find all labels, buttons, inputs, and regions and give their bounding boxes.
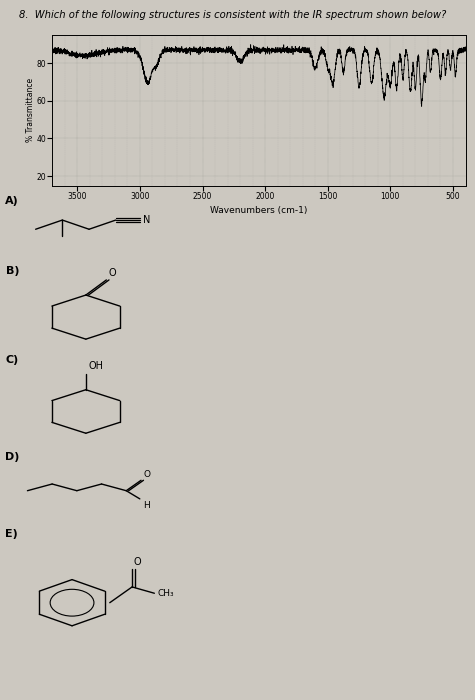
- Text: O: O: [109, 268, 116, 278]
- Text: E): E): [5, 529, 18, 539]
- X-axis label: Wavenumbers (cm-1): Wavenumbers (cm-1): [210, 206, 308, 216]
- Text: CH₃: CH₃: [158, 589, 174, 598]
- Text: O: O: [144, 470, 151, 480]
- Text: O: O: [134, 556, 142, 566]
- Text: C): C): [6, 354, 19, 365]
- Text: D): D): [5, 452, 19, 463]
- Y-axis label: % Transmittance: % Transmittance: [26, 78, 35, 142]
- Text: OH: OH: [89, 361, 104, 371]
- Text: B): B): [6, 265, 19, 276]
- Text: N: N: [142, 215, 150, 225]
- Text: 8.  Which of the following structures is consistent with the IR spectrum shown b: 8. Which of the following structures is …: [19, 10, 446, 20]
- Text: A): A): [5, 196, 19, 206]
- Text: H: H: [143, 501, 150, 510]
